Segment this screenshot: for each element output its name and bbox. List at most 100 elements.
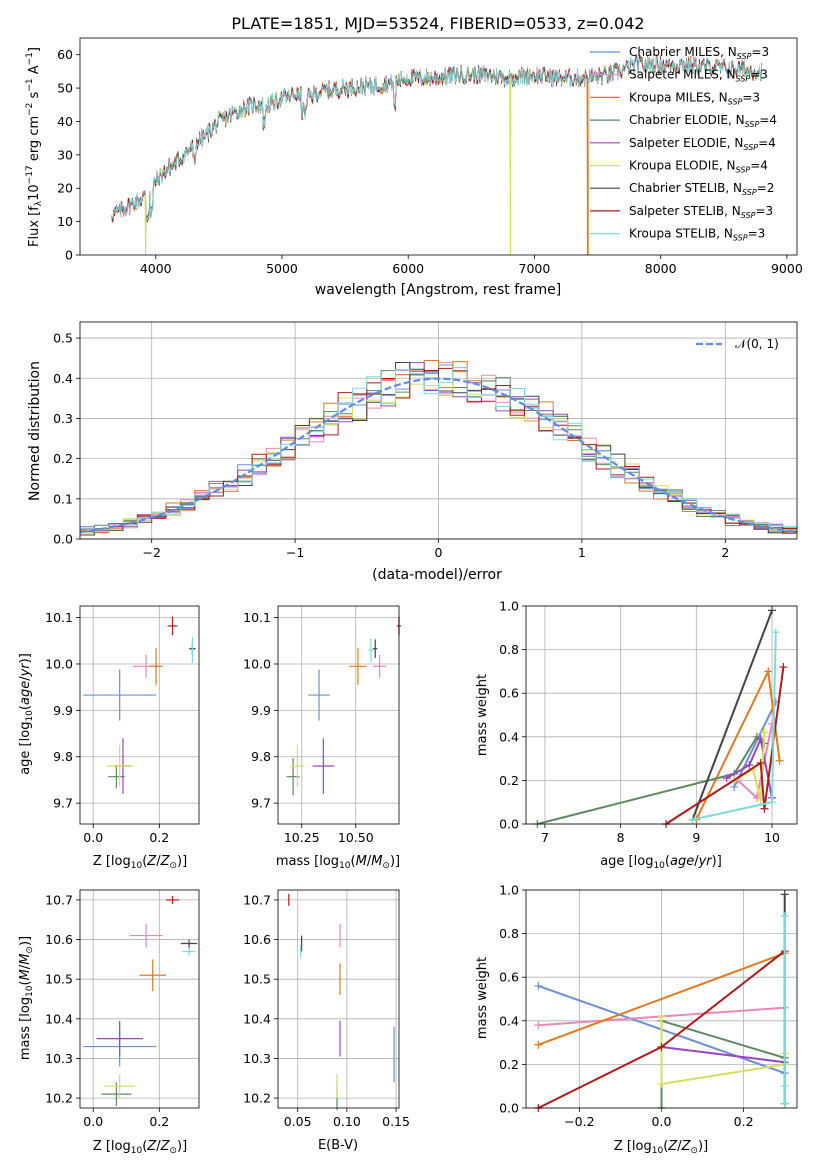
y-tick-label: 0.3: [53, 411, 73, 426]
x-tick-label: 0.05: [284, 1114, 312, 1129]
x-tick-label: −1: [286, 545, 304, 560]
y-tick-label: 0: [65, 248, 73, 263]
y-tick-label: 9.9: [251, 703, 271, 718]
y-tick-label: 10.3: [45, 1051, 73, 1066]
y-tick-label: 0.5: [53, 331, 73, 346]
age-vs-z-panel: 0.0 0.2 9.7 9.8 9.9 10.0 10.1: [45, 605, 200, 845]
plot-frame: [79, 321, 798, 540]
y-tick-label: 60: [57, 47, 73, 62]
series-marker: [760, 804, 769, 813]
x-tick-label: 9: [692, 830, 700, 845]
series-marker: [534, 981, 543, 990]
data-point-chabrier-miles: [83, 669, 157, 721]
y-tick-label: 0.0: [499, 817, 519, 832]
series-marker: [722, 774, 731, 783]
x-tick-label: 8: [617, 830, 625, 845]
series-marker: [768, 606, 777, 615]
normal-curve: [79, 377, 798, 534]
svg-text:Z [log10(Z/Z⊙)]: Z [log10(Z/Z⊙)]: [614, 1139, 708, 1156]
mass-vs-ebv-panel: 0.05 0.10 0.15 10.2 10.3 10.4 10.5 10.6 10.7: [243, 889, 410, 1129]
spectrum-legend: Chabrier MILES, NSSP=3 Salpeter MILES, NS…: [590, 45, 777, 243]
plot-frame: [79, 889, 200, 1109]
spectrum-axes: 4000 5000 6000 7000 8000 9000 0 10 20 30 40 50 60: [57, 37, 803, 276]
data-point-salpeter-stelib: [165, 895, 180, 904]
data-point-chabrier-elodie: [108, 765, 125, 789]
x-tick-label: 7000: [519, 261, 551, 276]
data-point-kroupa-elodie: [104, 1074, 135, 1099]
series-marker: [657, 1080, 666, 1089]
y-tick-label: 1.0: [499, 883, 519, 898]
y-tick-label: 10.6: [243, 932, 271, 947]
x-tick-label: 0.15: [382, 1114, 410, 1129]
legend-label: Chabrier MILES, NSSP=3: [629, 45, 769, 61]
svg-text:mass [log10(M/M⊙)]: mass [log10(M/M⊙)]: [18, 936, 35, 1060]
y-tick-label: 0.4: [499, 1013, 519, 1028]
y-tick-label: 10.1: [45, 610, 73, 625]
y-tick-label: 10.2: [243, 1091, 271, 1106]
x-tick-label: 5000: [266, 261, 298, 276]
spectrum-panel: PLATE=1851, MJD=53524, FIBERID=0533, z=0…: [25, 14, 803, 298]
series-marker: [534, 1021, 543, 1030]
y-tick-label: 9.8: [251, 749, 271, 764]
series-kroupa-stelib: [688, 628, 780, 824]
y-tick-label: 0.2: [499, 1057, 519, 1072]
plot-frame: [277, 605, 400, 825]
x-tick-label: 0.0: [652, 1114, 672, 1129]
legend-label: Salpeter MILES, NSSP=3: [629, 68, 768, 84]
spectrum-ylabel: Flux [fλ10−17 erg cm−2 s−1 A−1]: [25, 47, 44, 247]
x-tick-label: 9000: [771, 261, 803, 276]
x-tick-label: 1: [578, 545, 586, 560]
age-vs-mass-xlabel: mass [log10(M/M⊙)]: [276, 854, 400, 871]
data-point-salpeter-miles: [373, 654, 387, 678]
x-tick-label: 0.0: [83, 830, 103, 845]
mass-vs-z-xlabel: Z [log10(Z/Z⊙)]: [93, 1139, 187, 1156]
mass-vs-z-ylabel: mass [log10(M/M⊙)]: [18, 936, 35, 1060]
series-kroupa-miles: [692, 667, 784, 824]
legend-label: Chabrier ELODIE, NSSP=4: [629, 113, 777, 129]
mass-vs-ebv-xlabel: E(B-V): [318, 1138, 358, 1153]
x-tick-label: −2: [142, 545, 160, 560]
y-tick-label: 10: [57, 214, 73, 229]
data-point-kroupa-miles: [139, 959, 166, 992]
y-tick-label: 0.8: [499, 642, 519, 657]
y-tick-label: 9.7: [251, 796, 271, 811]
y-tick-label: 10.5: [243, 972, 271, 987]
series-salpeter-elodie: [657, 1042, 789, 1067]
y-tick-label: 9.9: [53, 703, 73, 718]
x-tick-label: 0.2: [149, 1114, 169, 1129]
massweight-vs-age-ylabel: mass weight: [475, 674, 490, 756]
y-tick-label: 0.4: [499, 729, 519, 744]
series-marker: [764, 667, 773, 676]
data-point-chabrier-stelib: [373, 639, 378, 658]
plot-frame: [79, 605, 200, 825]
residual-panel: −2 −1 0 1 2 0.0 0.1 0.2 0.3 0.4 0.5 𝒩(0, 1) (data-…: [27, 321, 798, 583]
age-vs-mass-panel: 10.25 10.50 9.7 9.8 9.9 10.0 10.1: [243, 605, 402, 845]
series-marker: [780, 1099, 789, 1108]
series-marker: [657, 1012, 666, 1021]
series-marker: [771, 628, 780, 637]
plot-frame: [525, 605, 798, 825]
residual-legend-label: 𝒩(0, 1): [735, 337, 779, 351]
x-tick-label: −0.2: [564, 1114, 594, 1129]
y-tick-label: 10.0: [45, 656, 73, 671]
y-tick-label: 50: [57, 81, 73, 96]
svg-text:mass [log10(M/M⊙)]: mass [log10(M/M⊙)]: [276, 854, 400, 871]
residual-axes: [79, 321, 798, 540]
x-tick-label: 0: [435, 545, 443, 560]
massweight-vs-z-xlabel: Z [log10(Z/Z⊙)]: [614, 1139, 708, 1156]
svg-text:Z [log10(Z/Z⊙)]: Z [log10(Z/Z⊙)]: [93, 854, 187, 871]
y-tick-label: 9.7: [53, 796, 73, 811]
series-marker: [688, 815, 697, 824]
series-marker: [779, 663, 788, 672]
svg-text:Z [log10(Z/Z⊙)]: Z [log10(Z/Z⊙)]: [93, 1139, 187, 1156]
x-tick-label: 7: [541, 830, 549, 845]
spectrum-plot-area: [111, 54, 763, 256]
plot-frame: [277, 889, 400, 1109]
legend-label: Chabrier STELIB, NSSP=2: [629, 181, 774, 197]
y-tick-label: 0.0: [499, 1101, 519, 1116]
series-marker: [780, 912, 789, 921]
x-tick-label: 4000: [140, 261, 172, 276]
legend-label: Salpeter ELODIE, NSSP=4: [629, 136, 776, 152]
y-tick-label: 10.3: [243, 1051, 271, 1066]
